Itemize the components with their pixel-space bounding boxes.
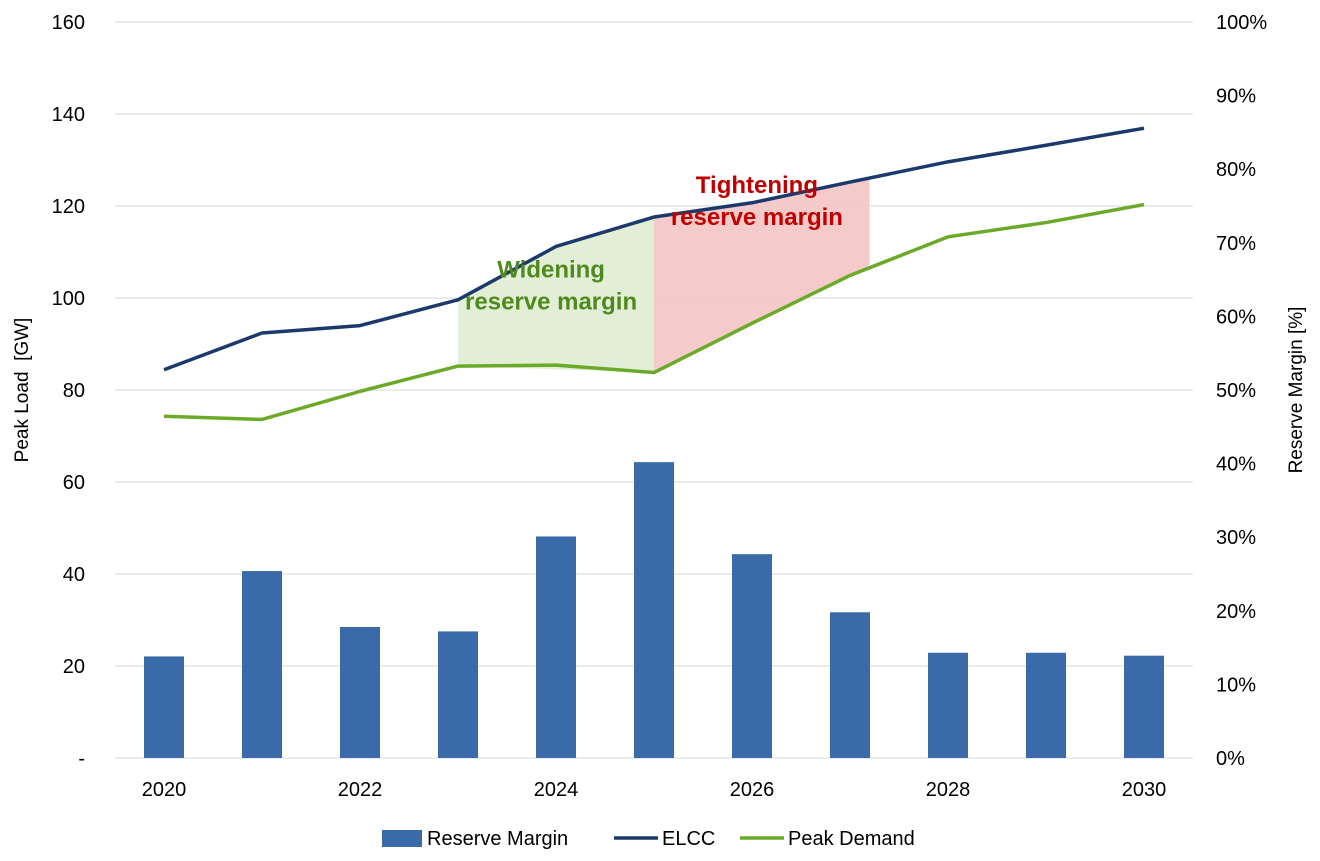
series-lines bbox=[163, 126, 1145, 422]
right-tick-label-6: 60% bbox=[1216, 306, 1256, 328]
legend: Reserve Margin ELCC Peak Demand bbox=[382, 828, 915, 850]
axis-titles: Peak Load [GW] Reserve Margin [%] bbox=[12, 307, 1307, 474]
left-tick-label-7: 140 bbox=[52, 104, 85, 126]
line-peak-demand bbox=[163, 202, 1145, 422]
x-axis-ticks: 2020 2022 2024 2026 2028 2030 bbox=[142, 779, 1167, 801]
x-tick-label-2022: 2022 bbox=[338, 779, 383, 801]
right-tick-label-0: 0% bbox=[1216, 748, 1245, 770]
reserve-margin-bars bbox=[144, 462, 1164, 758]
bar-reserve-margin-2028 bbox=[928, 652, 968, 758]
bar-reserve-margin-2027 bbox=[830, 612, 870, 758]
left-tick-label-1: 20 bbox=[63, 656, 85, 678]
tightening-shade bbox=[654, 178, 870, 373]
left-tick-label-6: 120 bbox=[52, 196, 85, 218]
right-tick-label-2: 20% bbox=[1216, 601, 1256, 623]
right-tick-label-10: 100% bbox=[1216, 12, 1267, 34]
left-tick-label-0: - bbox=[78, 748, 85, 770]
right-tick-label-4: 40% bbox=[1216, 454, 1256, 476]
left-axis-ticks: - 20 40 60 80 100 120 140 160 bbox=[52, 12, 85, 770]
right-axis-ticks: 0% 10% 20% 30% 40% 50% 60% 70% 80% 90% 100% bbox=[1216, 12, 1267, 770]
left-tick-label-8: 160 bbox=[52, 12, 85, 34]
bar-reserve-margin-2030 bbox=[1124, 655, 1164, 758]
right-tick-label-8: 80% bbox=[1216, 159, 1256, 181]
right-tick-label-9: 90% bbox=[1216, 86, 1256, 108]
bar-reserve-margin-2025 bbox=[634, 462, 674, 758]
bar-reserve-margin-2026 bbox=[732, 554, 772, 758]
bar-reserve-margin-2022 bbox=[340, 626, 380, 758]
x-tick-label-2026: 2026 bbox=[730, 779, 775, 801]
x-tick-label-2030: 2030 bbox=[1122, 779, 1167, 801]
annotation-tightening: Tightening reserve margin bbox=[671, 172, 843, 231]
x-tick-label-2020: 2020 bbox=[142, 779, 187, 801]
line-elcc bbox=[163, 126, 1145, 372]
annotation-line-1: reserve margin bbox=[671, 204, 843, 231]
right-tick-label-1: 10% bbox=[1216, 674, 1256, 696]
annotation-line-1: reserve margin bbox=[465, 288, 637, 315]
bar-reserve-margin-2024 bbox=[536, 536, 576, 758]
right-tick-label-3: 30% bbox=[1216, 527, 1256, 549]
legend-label-reserve-margin: Reserve Margin bbox=[427, 828, 568, 850]
legend-label-peak-demand: Peak Demand bbox=[788, 828, 915, 850]
left-tick-label-2: 40 bbox=[63, 564, 85, 586]
right-tick-label-5: 50% bbox=[1216, 380, 1256, 402]
left-tick-label-4: 80 bbox=[63, 380, 85, 402]
bar-reserve-margin-2020 bbox=[144, 656, 184, 758]
bar-reserve-margin-2021 bbox=[242, 571, 282, 758]
legend-label-elcc: ELCC bbox=[662, 828, 715, 850]
annotation-line-0: Widening bbox=[497, 256, 605, 283]
bar-reserve-margin-2023 bbox=[438, 631, 478, 758]
left-tick-label-3: 60 bbox=[63, 472, 85, 494]
right-axis-title: Reserve Margin [%] bbox=[1286, 307, 1307, 474]
right-tick-label-7: 70% bbox=[1216, 233, 1256, 255]
annotations: Widening reserve margin Tightening reserve … bbox=[465, 172, 843, 315]
legend-swatch-reserve-margin bbox=[382, 830, 422, 847]
bar-reserve-margin-2029 bbox=[1026, 652, 1066, 758]
x-tick-label-2024: 2024 bbox=[534, 779, 579, 801]
x-tick-label-2028: 2028 bbox=[926, 779, 971, 801]
widening-shade bbox=[458, 217, 654, 373]
annotation-shading bbox=[458, 178, 870, 373]
left-axis-title: Peak Load [GW] bbox=[12, 318, 33, 463]
left-tick-label-5: 100 bbox=[52, 288, 85, 310]
annotation-line-0: Tightening bbox=[696, 172, 818, 199]
annotation-widening: Widening reserve margin bbox=[465, 256, 637, 315]
